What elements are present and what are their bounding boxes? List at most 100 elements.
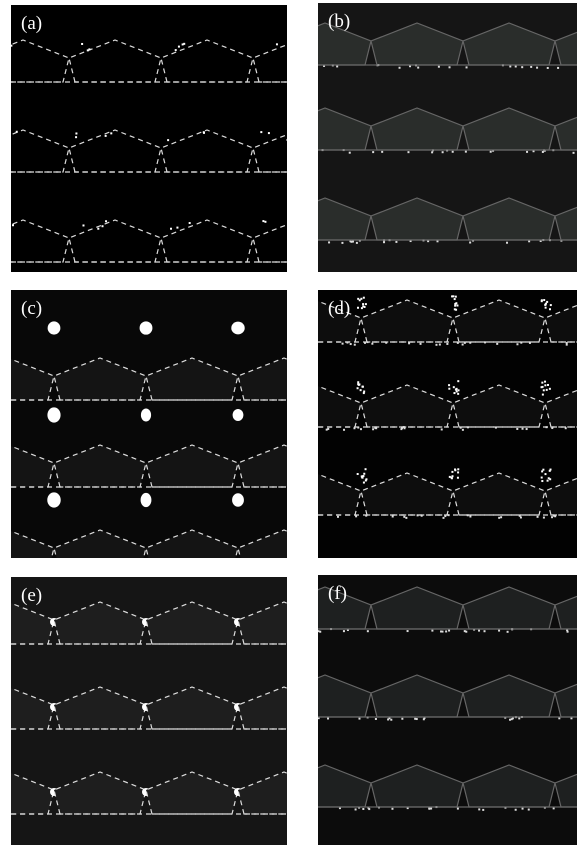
spot [337,516,339,518]
spot [363,482,365,484]
spot [431,151,433,153]
spot [401,718,403,720]
panel: (e) [11,577,287,845]
spot [233,409,244,421]
spot [423,718,425,720]
spot [365,478,367,480]
spot [469,242,471,244]
spot [349,152,351,154]
micrograph [11,5,287,272]
spot [515,809,517,811]
background [11,5,287,272]
spot [453,392,455,394]
spot [543,389,545,391]
spot [469,342,471,344]
spot [550,469,552,471]
spot [357,307,359,309]
spot [448,384,450,386]
spot [361,307,363,309]
spot [358,718,360,720]
spot [387,718,389,720]
micrograph [318,290,577,558]
spot [547,480,549,482]
spot [516,343,518,345]
spot [490,151,492,153]
spot [260,131,262,133]
spot [453,386,455,388]
spot [395,241,397,243]
spot [87,49,89,51]
spot [189,222,191,224]
spot [16,131,18,133]
spot [350,241,352,243]
spot [557,67,559,69]
spot [547,67,549,69]
spot [446,343,448,345]
spot [456,388,458,390]
spot [358,384,360,386]
spot [414,718,416,720]
spot [570,717,572,719]
spot [176,227,178,229]
spot [520,516,522,518]
spot [231,322,244,335]
spot [399,67,401,69]
spot [327,428,329,430]
spot [167,139,169,141]
spot [367,630,369,632]
spot [383,241,385,243]
spot [11,45,12,47]
spot [457,380,459,382]
micrograph [11,577,287,845]
spot [498,630,500,632]
spot [336,65,338,67]
spot [536,67,538,69]
spot [375,718,377,720]
spot [75,136,77,138]
spot [522,428,524,430]
spot [276,43,278,45]
spot [264,221,266,223]
spot [457,393,459,395]
spot [141,409,151,422]
spot [454,305,456,307]
spot [435,344,437,346]
spot [544,384,546,386]
spot [141,493,152,507]
spot [452,475,454,477]
spot [498,517,500,519]
panel: (a) [11,5,287,272]
spot [441,428,443,430]
spot [392,516,394,518]
panel-label: (b) [328,11,350,33]
panel-label: (f) [328,583,347,605]
spot [469,516,471,518]
spot [478,808,480,810]
spot [451,471,453,473]
panel-label: (d) [328,298,350,320]
spot [268,132,270,134]
spot [465,151,467,153]
spot [506,242,508,244]
spot [549,388,551,390]
spot [355,515,357,517]
spot [457,808,459,810]
spot [354,344,356,346]
spot [363,297,365,299]
spot [452,151,454,153]
spot [441,631,443,633]
spot [48,321,61,334]
spot [550,304,552,306]
spot [541,477,543,479]
spot [541,382,543,384]
spot [371,343,373,345]
spot [454,298,456,300]
spot [546,389,548,391]
spot [407,151,409,153]
spot [462,344,464,346]
spot [455,309,457,311]
spot [466,66,468,68]
spot [541,480,543,482]
spot [542,394,544,396]
spot [140,321,153,334]
